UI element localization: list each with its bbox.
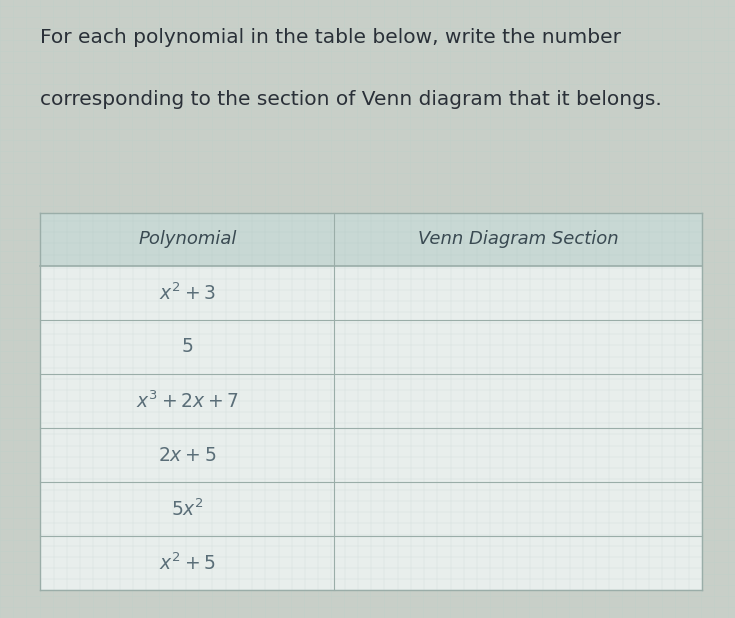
Text: For each polynomial in the table below, write the number: For each polynomial in the table below, … (40, 28, 621, 47)
Text: Polynomial: Polynomial (138, 231, 237, 248)
Text: corresponding to the section of Venn diagram that it belongs.: corresponding to the section of Venn dia… (40, 90, 662, 109)
Bar (40, 213, 702, 590)
Text: $5$: $5$ (182, 337, 193, 357)
Text: $2x + 5$: $2x + 5$ (158, 446, 217, 465)
Text: Venn Diagram Section: Venn Diagram Section (418, 231, 618, 248)
Bar (40, 213, 702, 266)
Text: $5x^2$: $5x^2$ (171, 498, 204, 520)
Text: $x^2 + 3$: $x^2 + 3$ (159, 282, 216, 303)
Text: $x^3 + 2x + 7$: $x^3 + 2x + 7$ (136, 390, 239, 412)
Text: $x^2 + 5$: $x^2 + 5$ (159, 552, 216, 574)
